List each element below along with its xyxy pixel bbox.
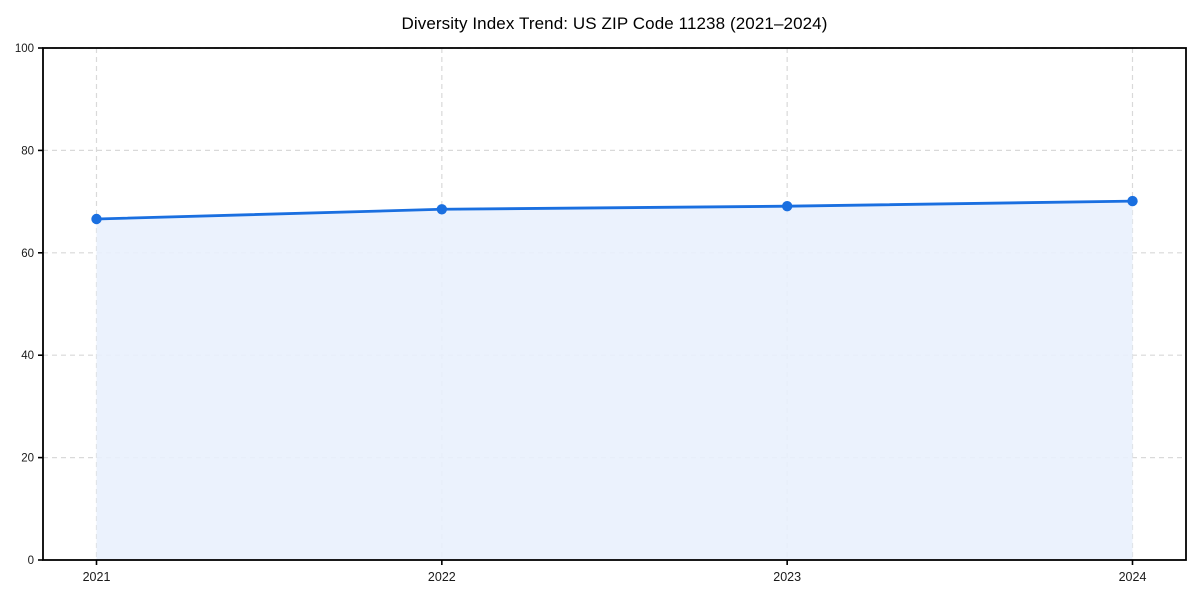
data-points — [91, 195, 1138, 225]
x-tick-label: 2022 — [428, 570, 456, 584]
area-fill — [96, 201, 1133, 560]
data-point-marker — [781, 201, 793, 212]
y-tick-label: 100 — [15, 43, 34, 55]
x-tick-label: 2021 — [83, 570, 111, 584]
trend-line — [95, 199, 1134, 221]
chart-title: Diversity Index Trend: US ZIP Code 11238… — [401, 14, 828, 33]
data-point-marker — [1127, 195, 1138, 207]
data-point-marker — [436, 204, 448, 215]
plot-frame — [42, 47, 1187, 561]
tick-labels: 0 20 40 60 80 100 2021 2022 2023 2024 — [15, 43, 1147, 584]
y-tick-label: 40 — [21, 350, 34, 362]
y-tick-label: 20 — [21, 453, 34, 465]
data-point-marker — [91, 213, 102, 225]
x-tick-label: 2024 — [1119, 570, 1147, 584]
y-tick-label: 80 — [21, 145, 34, 157]
x-tick-label: 2023 — [773, 570, 801, 584]
y-tick-label: 60 — [21, 248, 34, 260]
axis-ticks — [38, 47, 1134, 565]
y-tick-label: 0 — [28, 555, 34, 567]
